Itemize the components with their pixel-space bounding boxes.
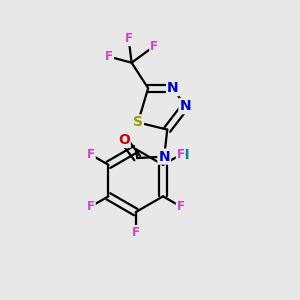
Text: O: O — [118, 133, 130, 147]
Text: F: F — [177, 148, 185, 161]
Text: N: N — [167, 81, 179, 95]
Text: F: F — [124, 32, 133, 45]
Text: N: N — [158, 150, 170, 164]
Text: F: F — [105, 50, 113, 63]
Text: F: F — [177, 200, 185, 213]
Text: F: F — [87, 200, 95, 213]
Text: F: F — [150, 40, 158, 53]
Text: F: F — [87, 148, 95, 161]
Text: N: N — [179, 99, 191, 113]
Text: S: S — [133, 116, 143, 129]
Text: F: F — [132, 226, 140, 239]
Text: H: H — [178, 148, 190, 162]
